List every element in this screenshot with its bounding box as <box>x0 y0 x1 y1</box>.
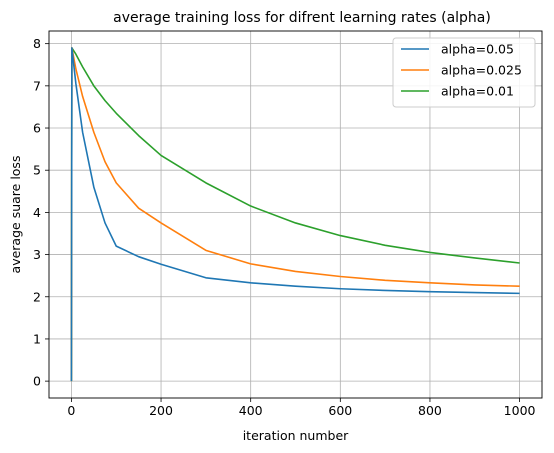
y-tick-label: 4 <box>33 205 41 220</box>
y-tick-label: 8 <box>33 36 41 51</box>
legend: alpha=0.05 alpha=0.025 alpha=0.01 <box>392 37 536 108</box>
y-tick-label: 0 <box>33 374 41 389</box>
x-tick-label: 400 <box>239 403 263 418</box>
y-axis-label: average suare loss <box>8 156 23 274</box>
chart-title: average training loss for difrent learni… <box>113 10 491 26</box>
legend-box <box>392 37 536 108</box>
y-tick-label: 7 <box>33 78 41 93</box>
series-lines <box>70 47 520 382</box>
x-tick-label: 800 <box>418 403 442 418</box>
series-line-1 <box>70 47 520 382</box>
y-tick-label: 1 <box>33 331 41 346</box>
legend-label-2: alpha=0.025 <box>441 63 522 78</box>
series-line-3 <box>70 47 520 382</box>
x-tick-label: 200 <box>149 403 173 418</box>
y-tick-label: 6 <box>33 121 41 136</box>
y-tick-label: 3 <box>33 247 41 262</box>
legend-label-3: alpha=0.01 <box>441 84 514 99</box>
plot-frame <box>48 30 543 399</box>
x-tick-label: 600 <box>328 403 352 418</box>
x-tick-label: 1000 <box>504 403 536 418</box>
y-tick-label: 2 <box>33 289 41 304</box>
x-tick-label: 0 <box>67 403 75 418</box>
legend-label-1: alpha=0.05 <box>441 42 514 57</box>
x-axis-label: iteration number <box>243 428 349 443</box>
y-tick-label: 5 <box>33 163 41 178</box>
series-line-2 <box>70 47 520 382</box>
axis-ticks: 0 200 400 600 800 1000 0 1 2 3 4 5 6 7 8 <box>33 36 535 418</box>
